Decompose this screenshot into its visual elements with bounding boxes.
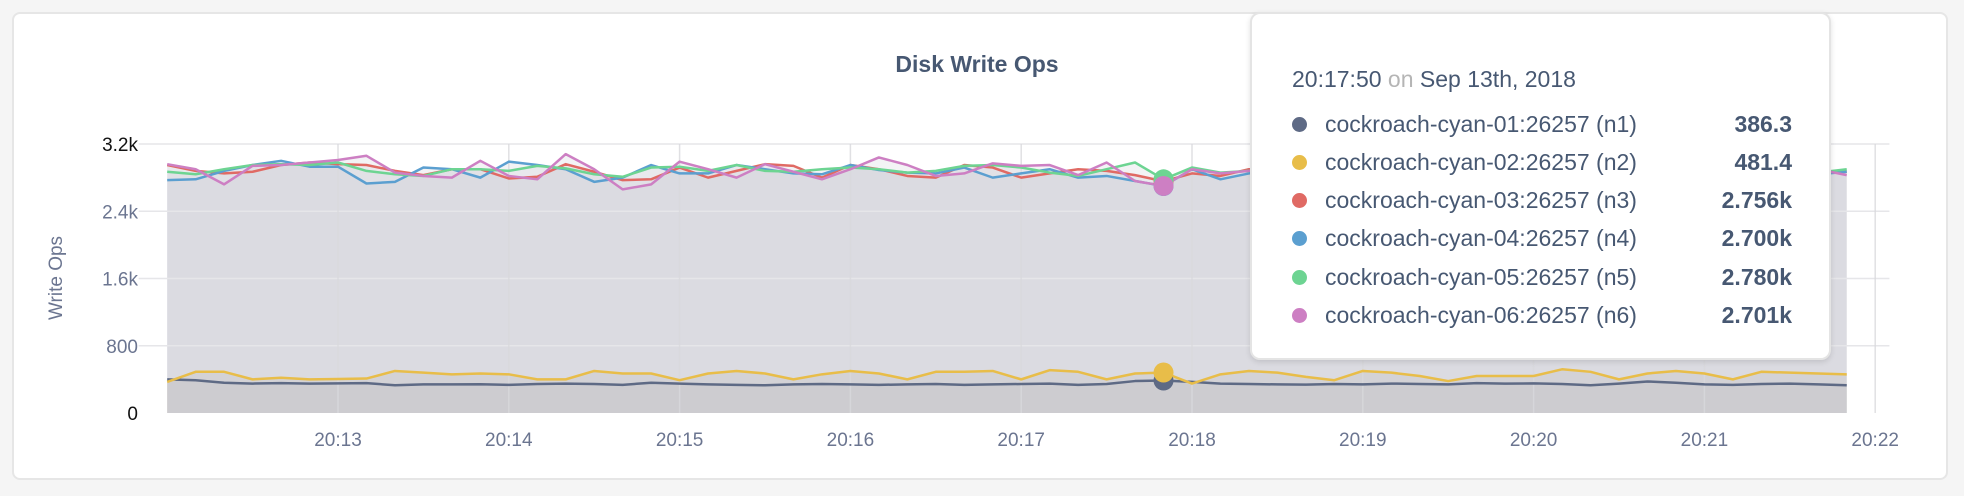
x-tick-label: 20:17 [997,430,1045,451]
tooltip-time: 20:17:50 [1292,66,1382,92]
tooltip-series-value: 2.701k [1721,301,1792,328]
tooltip-series-value: 2.700k [1721,224,1792,251]
x-tick-label: 20:13 [314,430,362,451]
y-tick-label: 3.2k [102,135,138,156]
tooltip-series-name: cockroach-cyan-03:26257 (n3) [1325,186,1637,213]
x-tick-label: 20:18 [1168,430,1216,451]
x-tick-label: 20:20 [1510,430,1558,451]
hover-point-n2 [1153,362,1174,383]
tooltip-series-name: cockroach-cyan-05:26257 (n5) [1325,263,1637,290]
tooltip-series-value: 386.3 [1734,110,1792,137]
series-line-n1[interactable] [167,378,1847,387]
hover-point-n6 [1153,175,1174,196]
x-tick-label: 20:21 [1681,430,1729,451]
y-tick-label: 800 [106,337,138,358]
series-area [167,369,1847,413]
tooltip-row: cockroach-cyan-04:26257 (n4) 2.700k [1292,223,1792,253]
tooltip-series-value: 481.4 [1734,148,1792,175]
y-tick-label: 0 [127,404,138,425]
tooltip-row: cockroach-cyan-01:26257 (n1) 386.3 [1292,109,1792,139]
x-tick-label: 20:14 [485,430,533,451]
y-tick-label: 2.4k [102,202,138,223]
tooltip-series-value: 2.780k [1721,263,1792,290]
y-axis-label: Write Ops [46,236,67,320]
x-tick-label: 20:15 [656,430,704,451]
x-tick-label: 20:22 [1851,430,1899,451]
tooltip-row: cockroach-cyan-06:26257 (n6) 2.701k [1292,300,1792,330]
series-color-dot-icon [1292,192,1307,208]
tooltip-series-name: cockroach-cyan-02:26257 (n2) [1325,148,1637,175]
tooltip-series-value: 2.756k [1721,186,1792,213]
tooltip-row: cockroach-cyan-02:26257 (n2) 481.4 [1292,147,1792,177]
chart-tooltip: 20:17:50 on Sep 13th, 2018 cockroach-cya… [1250,12,1831,360]
series-color-dot-icon [1292,116,1307,132]
series-color-dot-icon [1292,269,1307,285]
series-area [167,379,1847,413]
tooltip-date: Sep 13th, 2018 [1419,66,1576,92]
tooltip-row: cockroach-cyan-05:26257 (n5) 2.780k [1292,262,1792,292]
series-color-dot-icon [1292,230,1307,246]
chart-title: Disk Write Ops [895,51,1058,77]
x-tick-label: 20:16 [827,430,875,451]
tooltip-row: cockroach-cyan-03:26257 (n3) 2.756k [1292,185,1792,215]
series-color-dot-icon [1292,154,1307,170]
tooltip-series-name: cockroach-cyan-06:26257 (n6) [1325,301,1637,328]
x-tick-label: 20:19 [1339,430,1387,451]
y-tick-label: 1.6k [102,270,138,291]
tooltip-title: 20:17:50 on Sep 13th, 2018 [1292,66,1576,93]
tooltip-series-name: cockroach-cyan-01:26257 (n1) [1325,110,1637,137]
series-line-n2[interactable] [166,368,1847,385]
series-color-dot-icon [1292,307,1307,323]
tooltip-on: on [1387,66,1414,92]
tooltip-series-name: cockroach-cyan-04:26257 (n4) [1325,224,1637,251]
